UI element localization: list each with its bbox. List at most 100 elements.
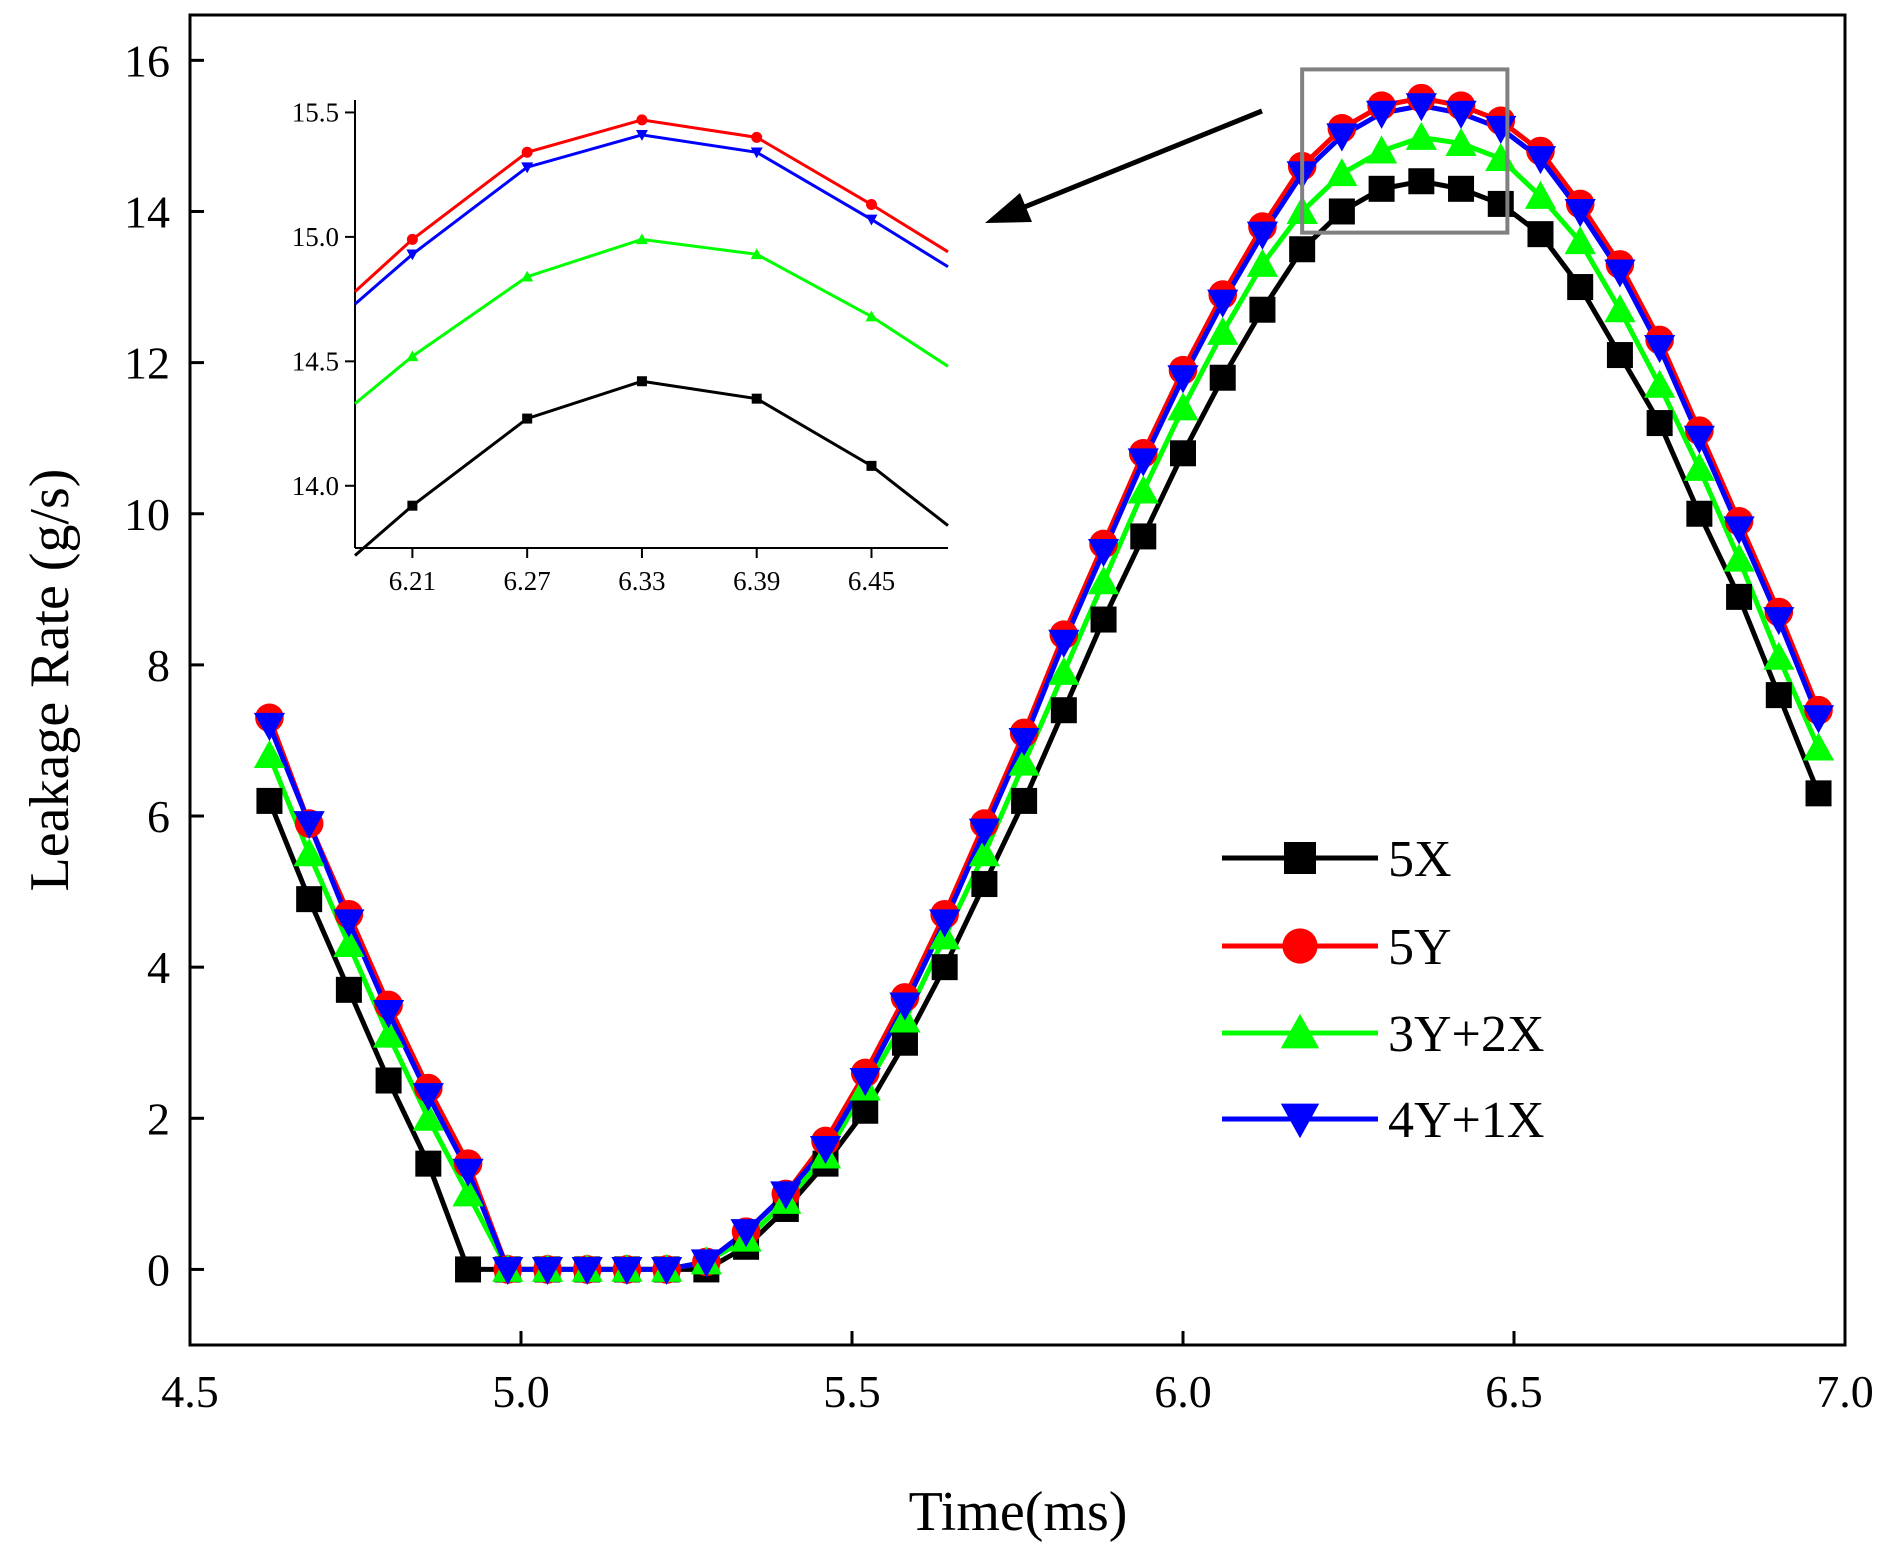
data-point [1048,629,1080,658]
inset-data-point [865,199,877,211]
data-point [1326,158,1358,187]
data-point [1130,523,1157,550]
data-point [1723,516,1755,545]
inset-data-point [750,248,763,260]
data-point [1008,747,1040,776]
data-point [1087,566,1120,595]
data-point [889,992,921,1021]
data-point [849,1068,881,1097]
data-point [1090,606,1117,633]
data-point [1524,146,1557,175]
data-point [412,1102,444,1131]
legend-label: 4Y+1X [1388,1092,1544,1149]
data-point [1644,335,1676,364]
data-point [1209,364,1236,391]
data-point [1405,121,1437,150]
data-point [373,1019,405,1048]
x-tick-label: 5.5 [823,1366,881,1417]
inset-data-point [635,130,648,141]
data-point [1246,221,1279,250]
y-tick-label: 4 [147,942,170,993]
data-point [1246,248,1279,277]
legend-marker [1280,1013,1320,1049]
data-point [1368,175,1395,202]
main-plot-frame [188,13,1847,1347]
data-point [1445,127,1477,156]
data-point [929,909,961,938]
data-point [1289,236,1316,263]
data-point [1604,294,1636,323]
data-point [492,1256,524,1286]
data-point [1167,392,1199,421]
data-point [1763,607,1795,636]
x-tick-label: 6.0 [1154,1366,1212,1417]
inset-plot: 6.21 6.27 6.33 6.39 6.45 14.0 14.5 15.0 15.5 [292,97,949,596]
data-point [1567,274,1594,301]
data-point [891,1029,918,1056]
data-point [968,838,1000,867]
data-point [1802,705,1835,734]
data-point [293,811,325,840]
y-tick-label: 14 [124,186,170,237]
inset-y-tick-label: 15.0 [292,222,339,252]
data-point [1564,226,1596,255]
inset-data-point [751,131,763,143]
data-point [375,1067,402,1094]
inset-x-tick-label: 6.27 [504,566,551,596]
data-point [1686,500,1713,527]
data-point [1644,369,1676,398]
data-point [931,954,958,981]
inset-data-point [866,460,877,471]
data-point [1405,93,1437,122]
data-point [1765,682,1792,709]
data-point [412,1083,444,1112]
data-point [253,739,286,769]
x-tick-label: 6.5 [1485,1366,1543,1417]
inset-data-point [750,147,763,159]
data-point [1050,697,1077,724]
inset-y-tick-label: 14.5 [292,346,339,376]
data-point [531,1256,564,1286]
inset-data-point [865,310,878,322]
data-point [1328,198,1355,225]
main-plot: 4.5 5.0 5.5 6.0 6.5 7.0 0 2 4 6 8 10 12 14 16 [124,13,1874,1417]
data-point [256,787,283,814]
data-point [1604,259,1636,288]
x-axis-title: Time(ms) [909,1481,1128,1543]
data-point [611,1256,643,1286]
data-point [1683,452,1715,481]
inset-y-tick-label: 14.0 [292,471,339,501]
inset-data-point [636,376,647,387]
data-point [253,712,286,741]
data-point [333,928,365,957]
y-tick-label: 16 [124,35,170,86]
data-point [1366,135,1398,164]
legend-label: 3Y+2X [1388,1006,1544,1063]
inset-data-point [406,233,418,245]
inset-data-point [521,146,533,158]
data-point [1249,296,1276,323]
data-point [1606,342,1633,369]
data-point [1683,425,1715,454]
legend-marker [1280,1103,1320,1139]
x-tick-label: 4.5 [161,1366,219,1417]
data-point [1527,221,1554,248]
data-point [1524,180,1557,209]
y-axis-title: Leakage Rate (g/s) [19,469,81,892]
inset-data-point [406,350,419,362]
data-point [455,1256,482,1283]
legend-marker [1282,928,1318,964]
y-tick-label: 12 [124,338,170,389]
data-point [1763,641,1795,670]
inset-x-tick-label: 6.33 [618,566,665,596]
inset-data-point [407,500,418,511]
data-point [1167,365,1199,394]
x-tick-label: 5.0 [492,1366,550,1417]
zoom-arrow [1011,108,1263,215]
x-tick-label: 7.0 [1816,1366,1874,1417]
data-point [1802,732,1835,761]
data-point [1170,440,1196,467]
data-point [335,976,362,1003]
data-point [452,1178,484,1207]
data-point [1127,475,1159,504]
